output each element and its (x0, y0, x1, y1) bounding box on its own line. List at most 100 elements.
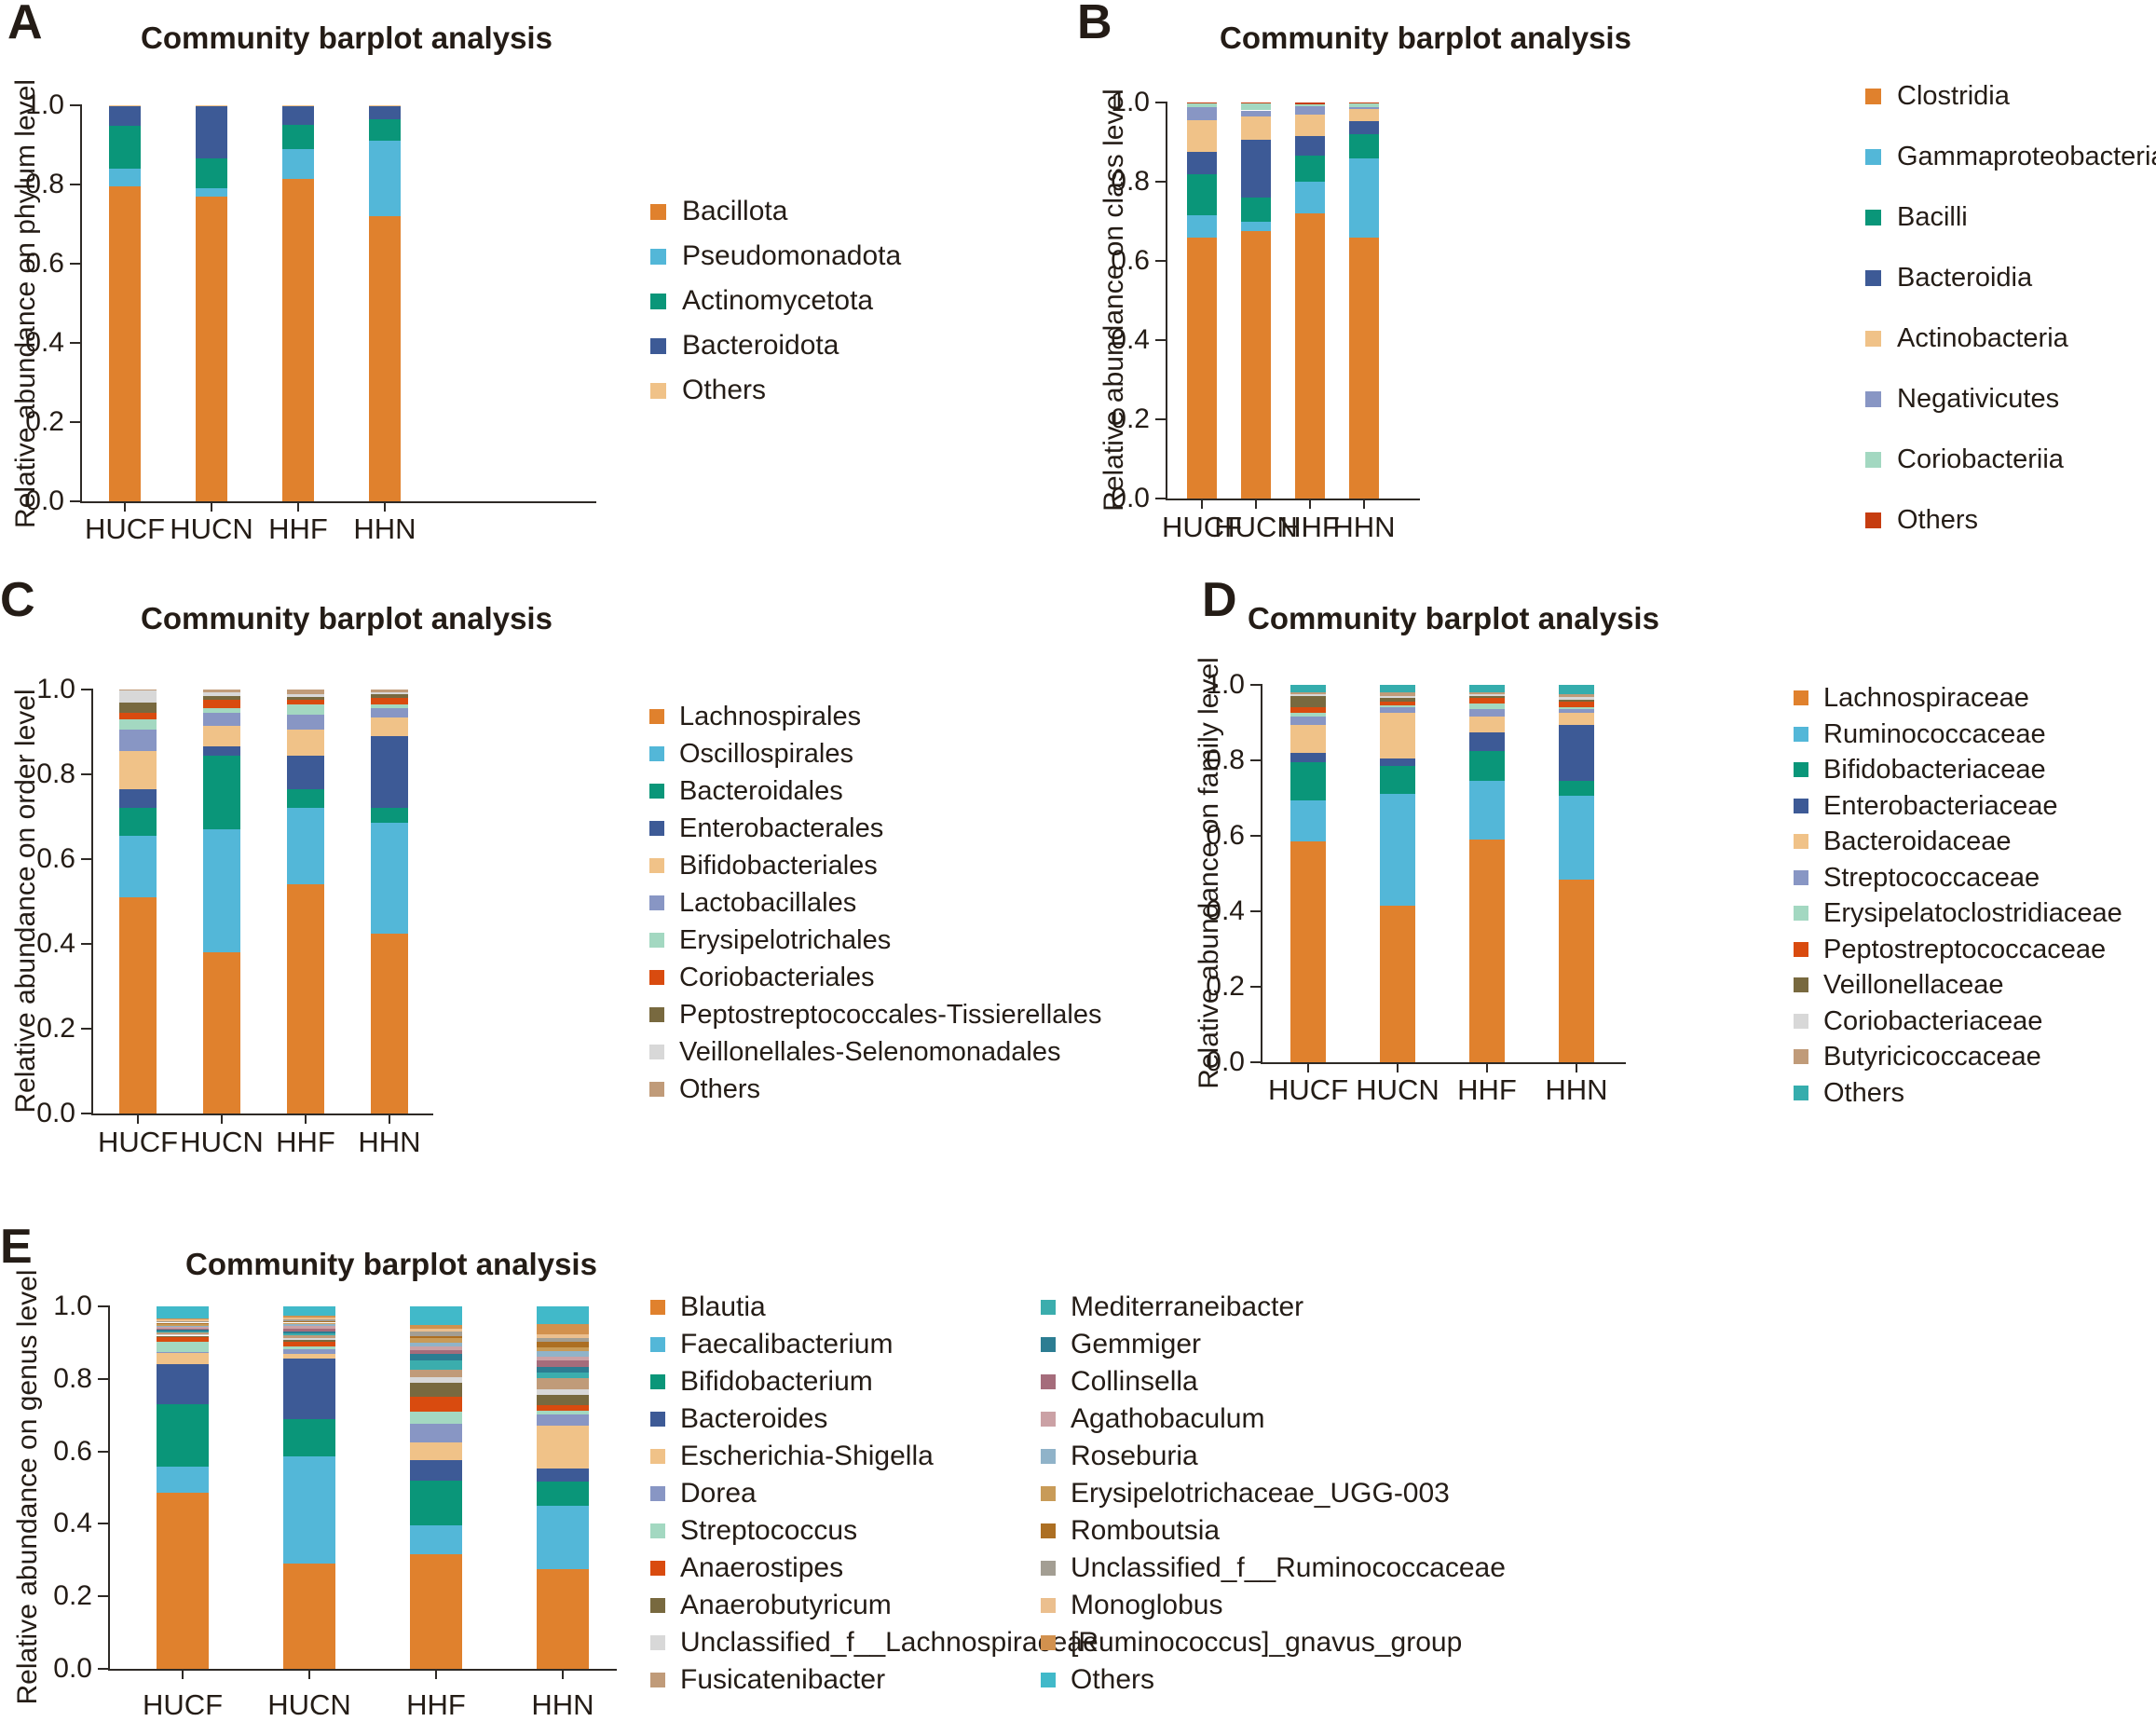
legend-swatch-Anaerobutyricum (650, 1598, 665, 1613)
x-tick-label-hucf: HUCF (1161, 511, 1243, 543)
y-tick-mark (81, 1028, 91, 1030)
x-tick-label-hucf: HUCF (97, 1126, 179, 1158)
segment-Lachnospirales (119, 896, 157, 1113)
segment-Coriobacteriaceae (1469, 694, 1505, 697)
y-tick-label: 0.6 (1111, 245, 1150, 276)
segment-Bacillota (196, 196, 227, 501)
segment-Unclassified_f__Ruminococcaceae (283, 1318, 335, 1321)
legend-item-Erysipelotrichaceae_UGG-003: Erysipelotrichaceae_UGG-003 (1041, 1478, 1450, 1510)
legend-label-Faecalibacterium: Faecalibacterium (680, 1329, 894, 1359)
segment-Others (287, 690, 324, 694)
x-tick-mark (305, 1115, 307, 1124)
panel-e-y-axis-label: Relative abundance on genus level (12, 1269, 43, 1705)
segment-Unclassified_f__Ruminococcaceae (537, 1338, 589, 1343)
segment-Actinomycetota (369, 118, 401, 142)
segment-Clostridia (1241, 231, 1271, 499)
panel-a-y-axis-label: Relative abundance on phylum level (10, 79, 41, 528)
segment-Oscillospirales (287, 808, 324, 885)
x-tick-mark (1201, 500, 1203, 509)
x-tick-label-hucf: HUCF (84, 512, 166, 545)
y-tick-label: 0.2 (1111, 403, 1150, 434)
legend-item-Negativicutes: Negativicutes (1865, 383, 2059, 415)
legend-label-Others: Others (1897, 504, 1979, 535)
segment-Pseudomonadota (282, 148, 314, 179)
legend-item-Fusicatenibacter: Fusicatenibacter (650, 1664, 885, 1696)
legend-item-Roseburia: Roseburia (1041, 1441, 1198, 1472)
segment-Erysipelatoclostridiaceae (1380, 705, 1415, 708)
legend-label-Erysipelatoclostridiaceae: Erysipelatoclostridiaceae (1823, 897, 2122, 928)
legend-swatch-Others (649, 1082, 664, 1097)
segment-Bifidobacterium (157, 1404, 209, 1467)
y-tick-mark (1250, 835, 1261, 837)
segment-Enterobacterales (371, 736, 408, 809)
segment-Roseburia (283, 1324, 335, 1327)
segment-Bacteroidaceae (1380, 713, 1415, 758)
y-tick-label: 0.4 (1206, 895, 1245, 926)
segment-Erysipelatoclostridiaceae (1290, 713, 1326, 717)
y-tick-mark (1155, 102, 1166, 103)
segment-Others (369, 105, 401, 106)
panel-c-letter: C (0, 573, 35, 627)
segment-Clostridia (1295, 213, 1325, 499)
legend-label-Bifidobacteriaceae: Bifidobacteriaceae (1823, 754, 2046, 785)
x-tick-label-hhn: HHN (531, 1688, 594, 1721)
segment-Streptococcaceae (1290, 717, 1326, 725)
legend-swatch-Agathobaculum (1041, 1412, 1056, 1427)
panel-d-y-axis-line (1261, 684, 1262, 1064)
y-tick-mark (70, 184, 80, 185)
segment-Bacteroidales (203, 755, 240, 830)
segment-Bacteroidia (1295, 136, 1325, 157)
segment-Bacteroidaceae (1290, 724, 1326, 753)
segment-Ruminococcaceae (1559, 796, 1594, 880)
legend-item-Actinobacteria: Actinobacteria (1865, 322, 2068, 354)
segment-Butyricicoccaceae (1290, 692, 1326, 695)
segment-Others (537, 1306, 589, 1325)
segment-Lachnospiraceae (1290, 841, 1326, 1062)
legend-label-Collinsella: Collinsella (1071, 1366, 1198, 1397)
segment-Erysipelotrichaceae_UGG-003 (537, 1346, 589, 1351)
legend-item-Coriobacteriaceae: Coriobacteriaceae (1794, 1005, 2042, 1037)
segment-Escherichia-Shigella (537, 1425, 589, 1469)
panel-b-bar-hucf (1187, 102, 1217, 499)
x-tick-mark (562, 1671, 564, 1679)
panel-e-bar-hucf (157, 1306, 209, 1669)
legend-label-Romboutsia: Romboutsia (1071, 1515, 1221, 1546)
segment-Escherichia-Shigella (410, 1441, 462, 1461)
legend-item-Faecalibacterium: Faecalibacterium (650, 1329, 893, 1360)
segment-Erysipelotrichaceae_UGG-003 (157, 1324, 209, 1326)
segment-Clostridia (1349, 237, 1379, 499)
y-tick-label: 1.0 (1111, 87, 1150, 117)
segment-Actinomycetota (196, 158, 227, 189)
segment-Others (1295, 102, 1325, 105)
y-tick-label: 1.0 (53, 1291, 92, 1321)
panel-e-letter: E (0, 1220, 33, 1274)
legend-label-Actinobacteria: Actinobacteria (1897, 322, 2068, 353)
y-tick-label: 0.2 (25, 406, 64, 437)
legend-item-Lactobacillales: Lactobacillales (649, 887, 856, 919)
legend-item-Coriobacteriia: Coriobacteriia (1865, 444, 2064, 475)
x-tick-mark (389, 1115, 390, 1124)
segment-Bacteroidia (1349, 120, 1379, 134)
panel-a-bar-hhn (369, 105, 401, 501)
segment-Fusicatenibacter (410, 1370, 462, 1377)
legend-swatch-Blautia (650, 1300, 665, 1315)
legend-label-Lachnospiraceae: Lachnospiraceae (1823, 682, 2029, 713)
panel-e-title: Community barplot analysis (185, 1247, 597, 1281)
legend-item-Agathobaculum: Agathobaculum (1041, 1403, 1264, 1435)
legend-swatch-[Ruminococcus]_gnavus_group (1041, 1635, 1056, 1650)
y-tick-label: 0.4 (36, 928, 75, 959)
segment-Enterobacteriaceae (1469, 731, 1505, 751)
segment-Peptostreptococcales-Tissierellales (203, 695, 240, 701)
legend-item-Coriobacteriales: Coriobacteriales (649, 962, 875, 993)
x-tick-mark (124, 503, 126, 512)
segment-Lachnospiraceae (1380, 905, 1415, 1062)
segment-Bacteroidota (196, 105, 227, 159)
segment-Actinobacteria (1349, 109, 1379, 121)
legend-swatch-Mediterraneibacter (1041, 1300, 1056, 1315)
legend-swatch-Romboutsia (1041, 1523, 1056, 1538)
legend-item-Enterobacteriaceae: Enterobacteriaceae (1794, 790, 2058, 822)
segment-Fusicatenibacter (537, 1378, 589, 1389)
segment-Others (1349, 102, 1379, 103)
segment-Bifidobacteriales (203, 725, 240, 747)
legend-item-Bacillota: Bacillota (650, 196, 787, 227)
